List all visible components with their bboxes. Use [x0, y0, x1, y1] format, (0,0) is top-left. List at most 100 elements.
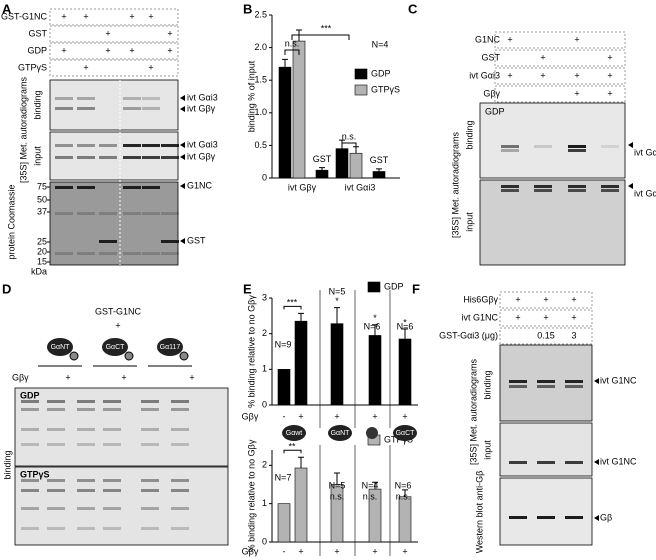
condition-sign: + [148, 11, 153, 21]
gel-label: input [32, 146, 42, 166]
band-label: ivt Gαi3 [187, 92, 218, 102]
gel-band [99, 144, 117, 147]
y-axis-label: % binding relative to no Gβγ [246, 295, 256, 408]
gel-band [123, 107, 141, 110]
gel-band [565, 385, 583, 388]
construct-icon [179, 351, 189, 361]
condition-label: Gβγ [483, 88, 500, 98]
y-tick-label: 2.0 [254, 42, 267, 52]
panel-label: B [243, 1, 252, 16]
y-tick-label: 0 [262, 536, 267, 546]
legend-swatch [354, 68, 368, 80]
gel-band [601, 145, 619, 148]
arrowhead [180, 154, 185, 160]
gel-label: input [464, 212, 474, 232]
gel-band [141, 428, 159, 431]
bar [278, 66, 292, 179]
x-tick-label: + [372, 411, 377, 421]
group-label: N=6 [364, 321, 381, 331]
gel-band [142, 97, 160, 100]
gel-band [77, 97, 95, 100]
condition-sign: + [83, 11, 88, 21]
construct-label: GαCT [106, 344, 126, 351]
bar [368, 335, 382, 406]
gel-band [21, 507, 39, 510]
panel-label: F [412, 281, 420, 296]
condition-sign: + [507, 34, 512, 44]
condition-sign: + [574, 88, 579, 98]
condition-sign: + [515, 312, 520, 322]
gel-band [141, 400, 159, 403]
panel-label: E [243, 281, 252, 296]
gel [479, 102, 626, 179]
gel-band [77, 507, 95, 510]
table-cell [49, 8, 179, 26]
blot-label: Western blot anti-Gβ [474, 471, 484, 554]
gel-band [47, 479, 65, 482]
significance: ** [288, 442, 296, 452]
condition-sign: 0.15 [537, 330, 555, 340]
group-label: N=6 [395, 480, 412, 490]
arrowhead [180, 238, 185, 244]
gel-band [171, 489, 189, 492]
group-label: N=5 [329, 480, 346, 490]
condition-sign: + [189, 372, 194, 382]
construct-icon [393, 425, 417, 441]
construct-icon [47, 338, 73, 356]
gel-band [171, 527, 189, 530]
significance: * [403, 317, 407, 327]
bracket [283, 305, 302, 310]
gel-band [99, 212, 117, 215]
construct-icon [69, 351, 79, 361]
condition-sign: + [61, 45, 66, 55]
gel-band [103, 428, 121, 431]
gel-band [77, 527, 95, 530]
bracket [284, 49, 300, 55]
annotation: n.s. [285, 38, 300, 48]
gel-band [142, 252, 160, 255]
method-label: [35S] Met. autoradiograms [18, 76, 28, 183]
bar [292, 40, 306, 179]
x-tick-label: + [372, 546, 377, 556]
gbg-icon [366, 427, 378, 439]
condition-sign: + [574, 34, 579, 44]
gel-band [161, 252, 179, 255]
gel-band [103, 527, 121, 530]
gel-band [142, 212, 160, 215]
condition-sign: + [574, 70, 579, 80]
gel-band [171, 408, 189, 411]
table-cell [49, 25, 179, 43]
bracket [341, 142, 357, 148]
gel-band [171, 479, 189, 482]
legend-label: GDP [384, 281, 404, 291]
band-label: ivt Gαi3 [634, 147, 656, 157]
condition-sign: + [540, 52, 545, 62]
arrowhead [180, 183, 185, 189]
x-tick-label: + [402, 546, 407, 556]
bracket [283, 449, 302, 454]
condition-label: GTPγS [18, 62, 47, 72]
gel-band [103, 408, 121, 411]
y-axis-label: % binding relative to no Gβγ [246, 439, 256, 552]
bait-sign: + [115, 320, 120, 330]
gel-band [99, 156, 117, 159]
bar [315, 169, 329, 179]
arrowhead [594, 378, 599, 384]
x-tick-label: - [283, 411, 286, 421]
gel-label: binding [464, 120, 474, 149]
y-tick-label: 2.5 [254, 9, 267, 19]
gel-band [55, 212, 73, 215]
gel-band [171, 428, 189, 431]
gel-band [534, 145, 552, 148]
gel-band [501, 149, 519, 152]
band-label: ivt Gβγ [187, 151, 216, 161]
condition-label: GST [481, 52, 500, 62]
annotation: n.s. [342, 131, 357, 141]
table-cell [49, 59, 179, 77]
band-label: Gβ [600, 512, 612, 522]
condition-sign: + [515, 294, 520, 304]
arrowhead [628, 183, 633, 189]
gel-band [123, 144, 141, 147]
x-tick-label: ivt Gβγ [288, 182, 317, 192]
